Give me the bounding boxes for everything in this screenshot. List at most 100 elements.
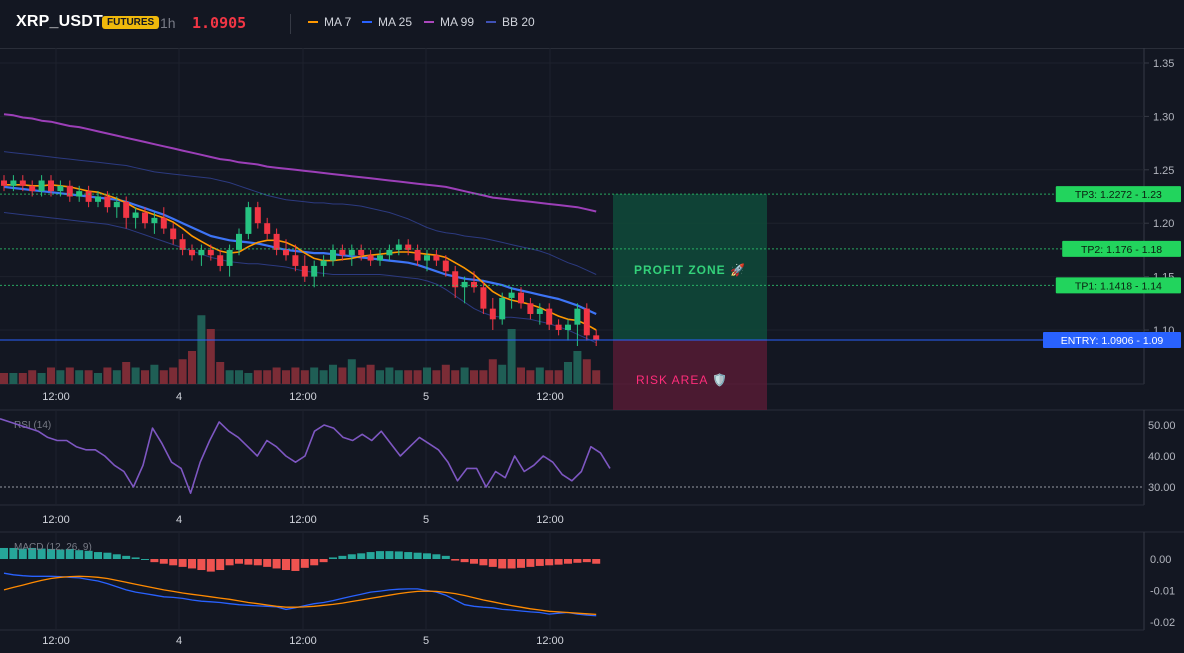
legend-ma99[interactable]: MA 99 xyxy=(424,15,474,29)
macd-hist-bar xyxy=(197,559,206,571)
candle-body xyxy=(339,249,346,256)
macd-hist-bar xyxy=(65,548,74,559)
legend-ma25[interactable]: MA 25 xyxy=(362,15,412,29)
time-label: 12:00 xyxy=(42,391,70,403)
time-label: 12:00 xyxy=(536,635,564,647)
candle-body xyxy=(301,265,308,277)
candle-body xyxy=(489,308,496,320)
candle-body xyxy=(170,228,177,240)
macd-hist-bar xyxy=(564,559,572,564)
legend-bb20[interactable]: BB 20 xyxy=(486,15,535,29)
macd-pane xyxy=(0,547,601,617)
trade-zones: PROFIT ZONE 🚀 RISK AREA 🛡️ xyxy=(613,194,767,410)
candle-body xyxy=(480,287,487,309)
time-label: 12:00 xyxy=(289,635,317,647)
volume-bar xyxy=(159,370,168,384)
symbol-label[interactable]: XRP_USDT xyxy=(16,13,103,30)
profit-zone xyxy=(613,194,767,341)
macd-hist-bar xyxy=(441,555,450,559)
volume-bar xyxy=(423,367,431,384)
volume-bar xyxy=(188,351,196,384)
volume-bar xyxy=(206,329,215,384)
macd-hist-bar xyxy=(84,550,93,559)
macd-line xyxy=(3,572,597,617)
rsi-axis-label: 50.00 xyxy=(1148,420,1176,432)
macd-hist-bar xyxy=(47,548,55,559)
macd-hist-bar xyxy=(394,551,403,559)
time-label: 12:00 xyxy=(42,514,70,526)
candle-body xyxy=(461,281,468,288)
volume-bar xyxy=(225,370,234,384)
volume-bar xyxy=(329,364,337,384)
time-label: 12:00 xyxy=(289,514,317,526)
candle-body xyxy=(264,223,271,234)
macd-hist-bar xyxy=(479,559,488,566)
volume-bar xyxy=(573,351,582,384)
time-label: 12:00 xyxy=(289,391,317,403)
macd-hist-bar xyxy=(329,557,337,559)
volume-bars xyxy=(0,315,601,384)
candle-body xyxy=(527,303,534,314)
macd-hist-bar xyxy=(573,559,582,563)
candle-body xyxy=(330,249,336,261)
candle-body xyxy=(236,233,242,250)
legend-ma7[interactable]: MA 7 xyxy=(308,15,351,29)
candle-body xyxy=(273,233,280,250)
macd-hist-bar xyxy=(488,559,497,567)
macd-hist-bar xyxy=(319,559,328,563)
risk-zone xyxy=(613,340,767,410)
macd-hist-bar xyxy=(526,559,535,567)
volume-bar xyxy=(376,370,384,384)
macd-hist-bar xyxy=(498,559,507,569)
candle-body xyxy=(48,180,54,192)
ma99-line xyxy=(3,113,597,213)
candle-body xyxy=(593,335,600,341)
macd-hist-bar xyxy=(517,559,525,568)
volume-bar xyxy=(169,367,178,384)
ma7-line xyxy=(4,184,597,331)
candle-body xyxy=(254,207,261,224)
level-tag-bg xyxy=(1043,332,1181,349)
candle-body xyxy=(207,249,214,256)
volume-bar xyxy=(526,370,535,384)
candle-body xyxy=(179,239,186,250)
volume-bar xyxy=(178,359,187,384)
axis-label: 1.35 xyxy=(1153,58,1174,70)
volume-bar xyxy=(441,364,450,384)
level-tag-label: TP1: 1.1418 - 1.14 xyxy=(1075,280,1162,292)
time-label: 5 xyxy=(423,635,429,647)
volume-bar xyxy=(291,367,300,384)
macd-hist-bar xyxy=(178,559,187,567)
level-lines xyxy=(0,193,1144,341)
volume-bar xyxy=(28,370,37,384)
macd-hist-bar xyxy=(94,552,102,559)
candle-body xyxy=(414,249,421,261)
time-label: 4 xyxy=(176,391,182,403)
volume-bar xyxy=(122,362,131,384)
header-divider xyxy=(290,14,291,34)
time-label: 12:00 xyxy=(536,514,564,526)
legend-swatch xyxy=(362,20,372,23)
level-tag-label: ENTRY: 1.0906 - 1.09 xyxy=(1061,335,1164,347)
volume-bar xyxy=(545,370,554,384)
rsi-axis-label: 30.00 xyxy=(1148,482,1176,494)
candle-body xyxy=(395,244,402,250)
macd-hist-bar xyxy=(592,559,601,564)
volume-bar xyxy=(65,367,74,384)
level-tag-label: TP2: 1.176 - 1.18 xyxy=(1081,244,1162,256)
candle-body xyxy=(245,207,252,234)
macd-hist-bar xyxy=(338,555,347,559)
legend-swatch xyxy=(424,20,434,23)
timeframe-label[interactable]: 1h xyxy=(160,15,176,31)
candle-body xyxy=(132,212,139,218)
volume-bar xyxy=(413,370,422,384)
candle-body xyxy=(546,308,553,325)
macd-hist-bar xyxy=(169,559,178,566)
macd-hist-bar xyxy=(37,548,46,559)
macd-hist-bar xyxy=(300,559,309,568)
volume-bar xyxy=(488,359,497,384)
candle-body xyxy=(104,196,111,208)
macd-hist-bar xyxy=(244,559,253,565)
candle-body xyxy=(442,260,449,272)
